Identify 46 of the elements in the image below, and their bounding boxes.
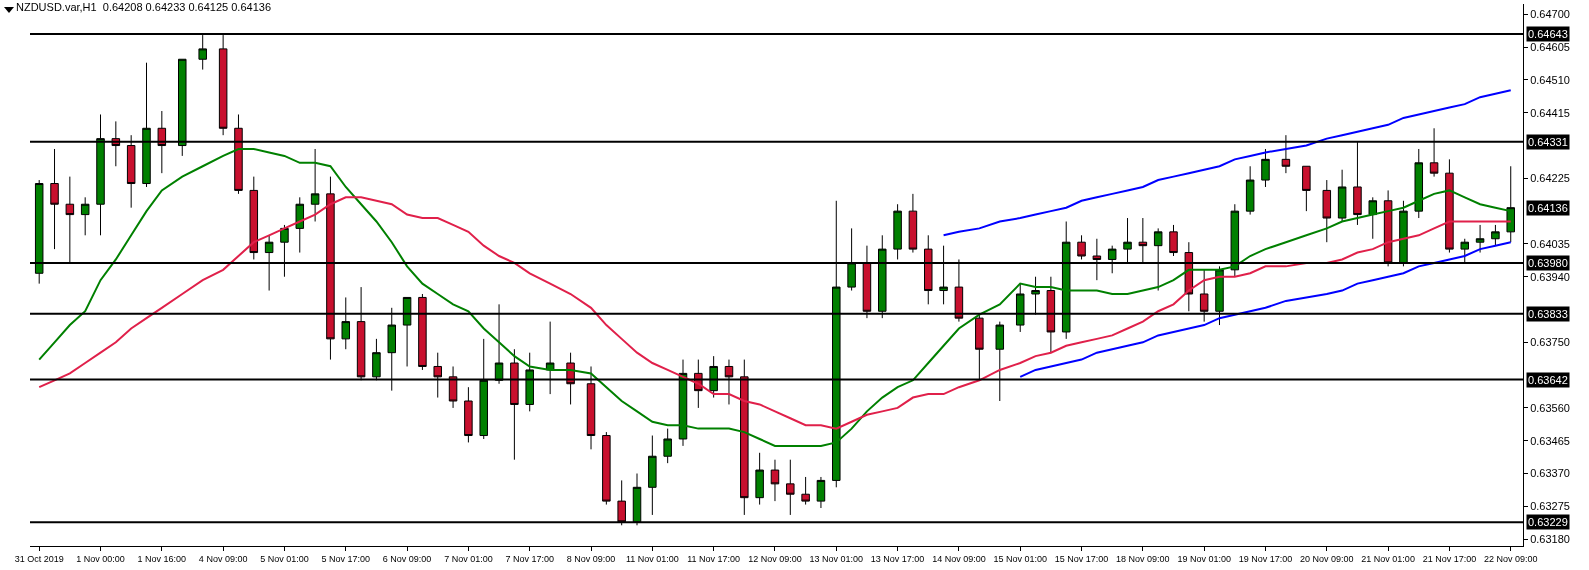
- y-tick-label: 0.63940: [1530, 270, 1570, 283]
- x-tick-label: 19 Nov 01:00: [1177, 553, 1231, 564]
- x-tick-label: 14 Nov 09:00: [932, 553, 986, 564]
- x-tick-label: 11 Nov 01:00: [625, 553, 679, 564]
- ref-line-label: 0.63642: [1528, 374, 1568, 386]
- x-tick-label: 5 Nov 17:00: [321, 553, 371, 564]
- x-tick-label: 19 Nov 17:00: [1238, 553, 1293, 564]
- ref-line-label: 0.64643: [1528, 28, 1568, 40]
- y-tick-label: 0.64700: [1530, 8, 1570, 21]
- x-tick-label: 1 Nov 16:00: [137, 553, 187, 564]
- ref-line-label: 0.63229: [1528, 516, 1568, 528]
- chart-title: NZDUSD.var,H1 0.64208 0.64233 0.64125 0.64136: [16, 0, 272, 13]
- y-tick-label: 0.64415: [1530, 106, 1570, 119]
- x-tick-label: 1 Nov 00:00: [76, 553, 125, 564]
- x-tick-label: 5 Nov 01:00: [260, 553, 309, 564]
- x-tick-label: 13 Nov 01:00: [809, 553, 864, 564]
- y-tick-label: 0.63180: [1530, 532, 1570, 545]
- y-tick-label: 0.64605: [1530, 41, 1570, 53]
- x-tick-label: 6 Nov 09:00: [382, 553, 432, 564]
- y-tick-label: 0.64510: [1530, 73, 1570, 86]
- x-tick-label: 18 Nov 09:00: [1116, 553, 1170, 564]
- text: 0.64136: [1528, 202, 1568, 214]
- x-tick-label: 31 Oct 2019: [14, 553, 64, 564]
- x-tick-label: 20 Nov 09:00: [1300, 553, 1354, 564]
- x-tick-label: 22 Nov 09:00: [1483, 553, 1538, 564]
- x-tick-label: 11 Nov 17:00: [687, 553, 741, 564]
- x-tick-label: 12 Nov 09:00: [748, 553, 802, 564]
- y-tick-label: 0.64035: [1530, 237, 1570, 250]
- x-tick-label: 4 Nov 09:00: [198, 553, 248, 564]
- ref-line-label: 0.63833: [1528, 308, 1568, 320]
- x-tick-label: 8 Nov 09:00: [566, 553, 616, 564]
- y-tick-label: 0.63750: [1530, 336, 1570, 349]
- x-tick-label: 15 Nov 17:00: [1054, 553, 1109, 564]
- x-tick-label: 21 Nov 01:00: [1361, 553, 1415, 564]
- y-tick-label: 0.63560: [1530, 401, 1570, 414]
- x-tick-label: 15 Nov 01:00: [993, 553, 1047, 564]
- y-tick-label: 0.63275: [1530, 500, 1570, 513]
- y-tick-label: 0.64225: [1530, 172, 1570, 185]
- x-tick-label: 13 Nov 17:00: [870, 553, 925, 564]
- ref-line-label: 0.64331: [1528, 136, 1568, 148]
- y-tick-label: 0.63465: [1530, 434, 1570, 447]
- x-tick-label: 7 Nov 01:00: [444, 553, 493, 564]
- y-tick-label: 0.63370: [1530, 467, 1570, 480]
- x-tick-label: 7 Nov 17:00: [505, 553, 554, 564]
- ref-line-label: 0.63980: [1528, 257, 1568, 269]
- x-tick-label: 21 Nov 17:00: [1422, 553, 1477, 564]
